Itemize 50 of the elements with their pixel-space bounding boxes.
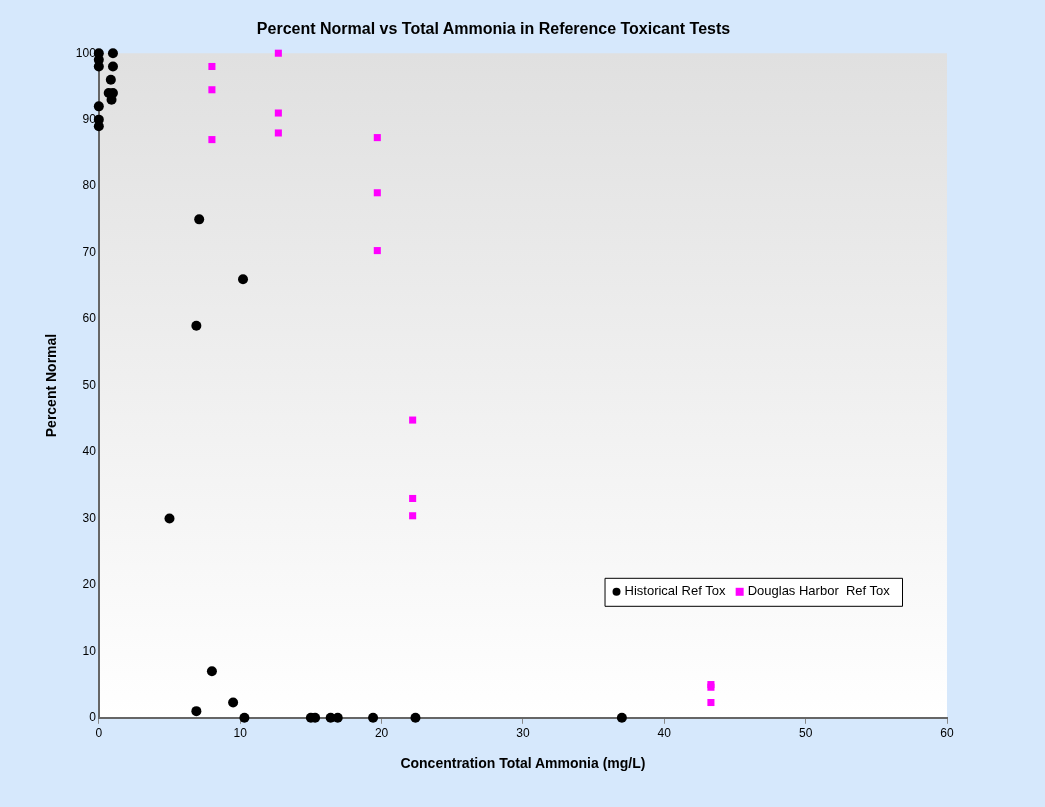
- x-tick-label: 10: [233, 726, 248, 741]
- y-tick-label: 100: [75, 45, 97, 60]
- point: [368, 712, 379, 723]
- point: [93, 121, 104, 132]
- point: [409, 494, 417, 503]
- point: [274, 129, 282, 137]
- point: [238, 274, 249, 285]
- legend-label: Historical Ref Tox: [624, 583, 726, 599]
- x-tick-label: 20: [374, 726, 389, 741]
- point: [194, 214, 205, 225]
- point: [409, 512, 417, 520]
- point: [707, 698, 715, 707]
- point: [191, 706, 202, 717]
- y-tick-label: 80: [82, 178, 97, 193]
- point: [107, 61, 118, 72]
- point: [274, 109, 282, 117]
- x-tick-label: 50: [798, 726, 813, 741]
- point: [373, 189, 381, 197]
- chart-title: Percent Normal vs Total Ammonia in Reference Toxicant Tests: [256, 20, 731, 38]
- point: [239, 712, 250, 723]
- y-tick-label: 30: [82, 510, 97, 525]
- point: [191, 320, 202, 331]
- point: [208, 136, 216, 144]
- point: [410, 712, 421, 723]
- point: [206, 666, 217, 677]
- y-tick-label: 60: [82, 311, 97, 326]
- point: [409, 416, 417, 424]
- point: [164, 513, 175, 524]
- y-axis-title: Percent Normal: [43, 333, 60, 438]
- y-tick-label: 40: [82, 444, 97, 459]
- x-tick-label: 60: [940, 726, 954, 741]
- point: [373, 247, 381, 255]
- x-tick-label: 40: [657, 726, 672, 741]
- point: [107, 48, 118, 59]
- y-tick-label: 10: [82, 643, 97, 658]
- point: [228, 697, 239, 708]
- point: [93, 101, 104, 112]
- y-tick-label: 70: [82, 244, 97, 259]
- point: [616, 712, 627, 723]
- y-tick-label: 0: [89, 710, 97, 725]
- x-tick-label: 30: [516, 726, 530, 741]
- point: [274, 49, 282, 57]
- point: [373, 134, 381, 142]
- point: [208, 86, 216, 94]
- point: [208, 62, 216, 71]
- y-tick-label: 50: [82, 377, 97, 392]
- legend-label: Douglas Harbor Ref Tox: [747, 583, 891, 599]
- x-axis-title: Concentration Total Ammonia (mg/L): [400, 755, 646, 772]
- y-tick-label: 20: [82, 577, 97, 592]
- point: [105, 74, 116, 85]
